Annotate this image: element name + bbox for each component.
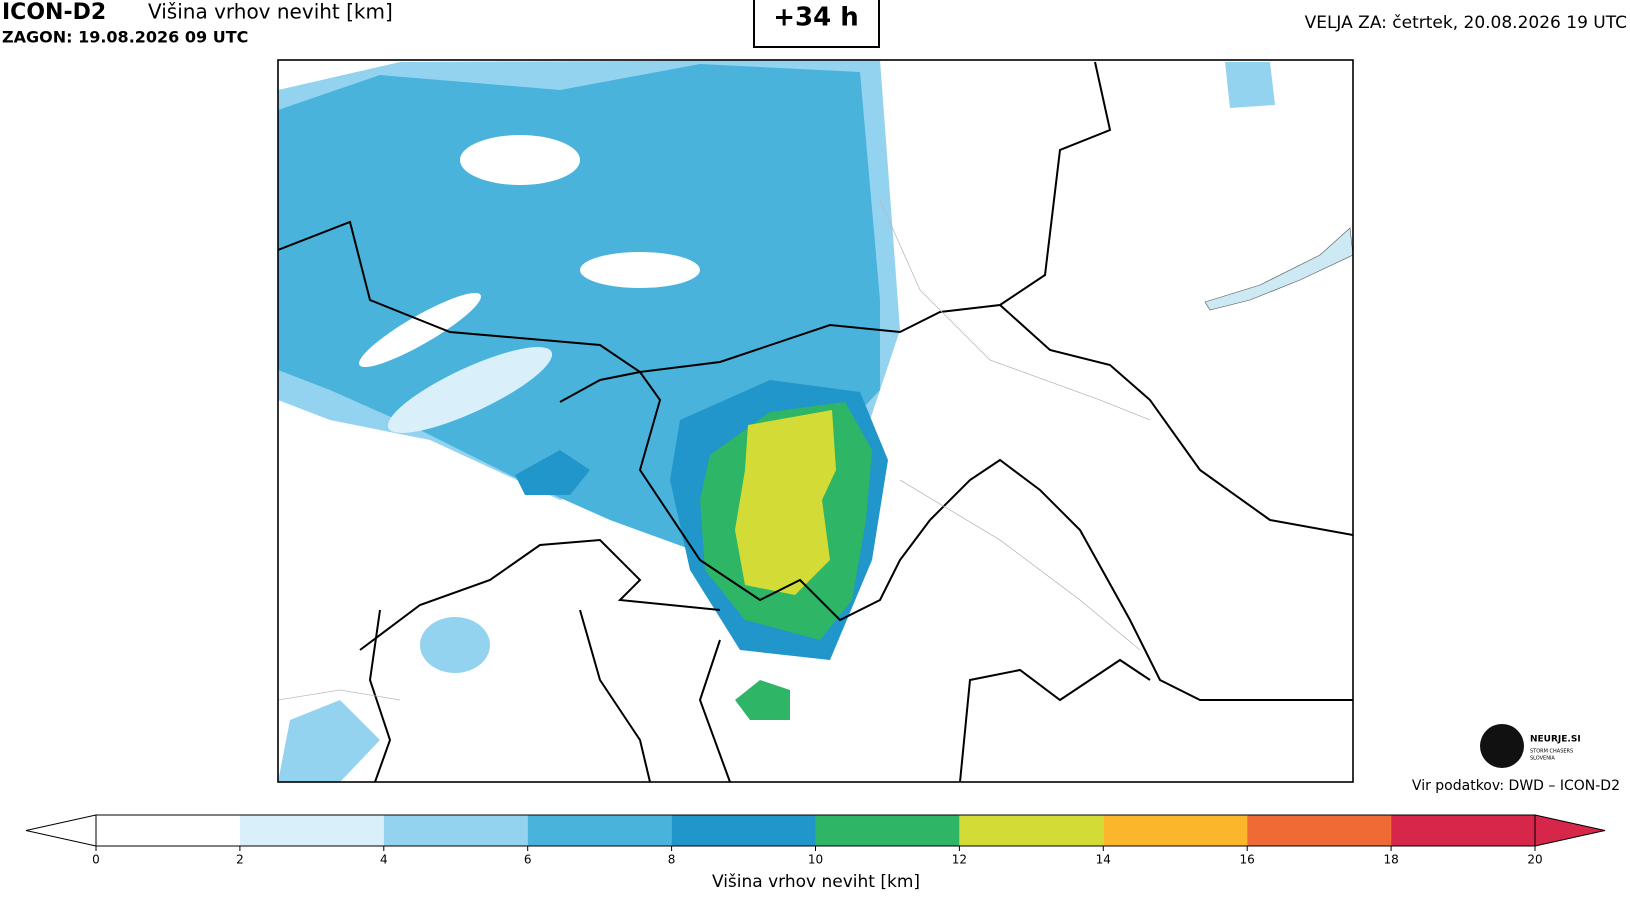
logo-line: SLOVENIA	[1530, 756, 1555, 762]
valid-time: VELJA ZA: četrtek, 20.08.2026 19 UTC	[1305, 13, 1627, 33]
colorbar-tick-label: 2	[236, 853, 244, 867]
colorbar-segment	[815, 815, 960, 846]
borders	[278, 61, 1353, 782]
field-gap	[580, 252, 700, 288]
colorbar-extend-high	[1534, 814, 1606, 847]
colorbar-segment	[527, 815, 672, 846]
colorbar-tick-label: 6	[524, 853, 532, 867]
colorbar-segment	[383, 815, 528, 846]
colorbar-segment	[1391, 815, 1535, 846]
field-4-6	[278, 700, 380, 782]
colorbar-tick-label: 8	[668, 853, 676, 867]
logo-line: STORM CHASERS	[1530, 749, 1573, 755]
field-4-6	[420, 617, 490, 673]
colorbar-segment	[671, 815, 816, 846]
model-name: ICON-D2	[2, 0, 106, 25]
map-field	[278, 60, 1353, 782]
colorbar-tick-label: 20	[1527, 853, 1542, 867]
field-8-10	[515, 450, 590, 495]
colorbar-tick-label: 4	[380, 853, 388, 867]
field-gap	[387, 347, 553, 433]
colorbar-tick-label: 18	[1383, 853, 1398, 867]
logo-name: NEURJE.SI	[1530, 735, 1581, 745]
colorbar-tick-label: 16	[1240, 853, 1255, 867]
field-gap	[358, 292, 482, 368]
map-frame	[277, 59, 1354, 783]
logo-mark	[1480, 724, 1524, 768]
colorbar-segment	[959, 815, 1104, 846]
colorbar-segment	[96, 815, 240, 846]
field-10-12	[735, 680, 790, 720]
colorbar-segment	[1103, 815, 1248, 846]
rivers	[278, 199, 1151, 701]
lead-time: +34 h	[773, 3, 859, 33]
colorbar-tick-label: 10	[808, 853, 823, 867]
logo: NEURJE.SI STORM CHASERS SLOVENIA	[1480, 724, 1581, 768]
colorbar-tick-label: 14	[1096, 853, 1111, 867]
lead-box	[753, 0, 880, 48]
colorbar-segment	[1247, 815, 1392, 846]
field-gap	[460, 135, 580, 185]
data-source: Vir podatkov: DWD – ICON-D2	[1412, 778, 1620, 794]
colorbar-tick-label: 12	[952, 853, 967, 867]
map-title: Višina vrhov neviht [km]	[148, 0, 393, 24]
colorbar-tick-label: 0	[92, 853, 100, 867]
lake	[1204, 227, 1353, 311]
colorbar-extend-low	[25, 814, 97, 847]
colorbar-label: Višina vrhov neviht [km]	[712, 872, 920, 892]
colorbar-segment	[239, 815, 384, 846]
field-4-6	[1225, 62, 1275, 108]
run-time: ZAGON: 19.08.2026 09 UTC	[2, 28, 248, 47]
field-12-14	[735, 410, 836, 595]
